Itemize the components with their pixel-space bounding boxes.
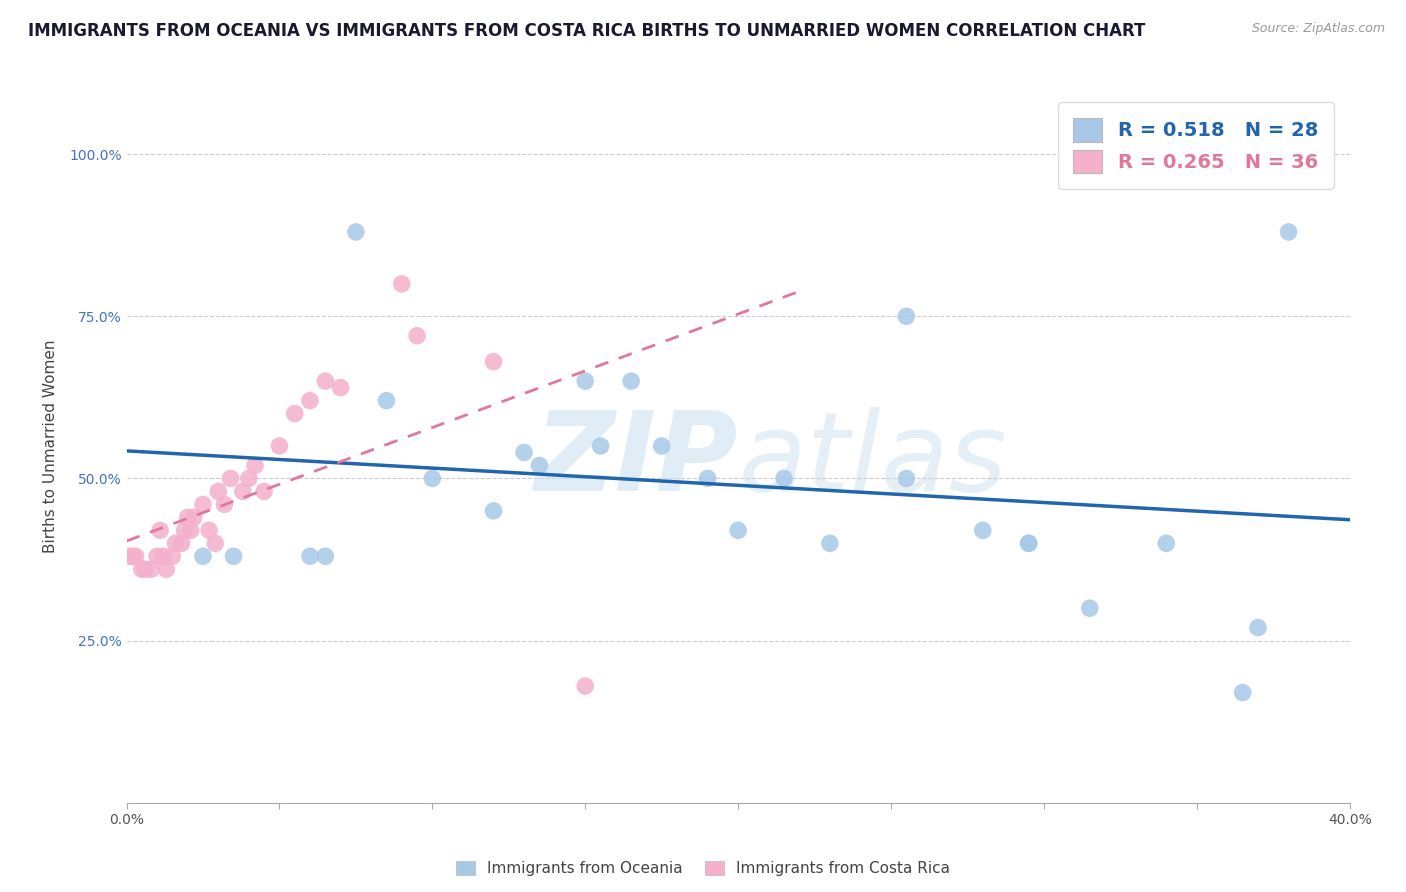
Point [1277,225,1299,239]
Point [253,484,276,499]
Point [162,549,184,564]
Point [391,277,413,291]
Point [818,536,841,550]
Point [198,524,221,538]
Point [118,549,141,564]
Point [284,407,307,421]
Point [314,549,336,564]
Point [214,497,236,511]
Point [183,510,205,524]
Point [574,679,596,693]
Point [191,497,214,511]
Point [329,381,352,395]
Point [896,310,918,324]
Legend: Immigrants from Oceania, Immigrants from Costa Rica: Immigrants from Oceania, Immigrants from… [450,855,956,882]
Point [204,536,226,550]
Point [406,328,429,343]
Point [243,458,266,473]
Point [773,471,796,485]
Point [422,471,444,485]
Point [170,536,193,550]
Point [165,536,187,550]
Point [173,524,195,538]
Point [574,374,596,388]
Text: atlas: atlas [738,407,1007,514]
Point [269,439,291,453]
Point [134,562,156,576]
Point [207,484,229,499]
Text: Source: ZipAtlas.com: Source: ZipAtlas.com [1251,22,1385,36]
Point [125,549,148,564]
Point [896,471,918,485]
Point [727,524,749,538]
Point [299,549,322,564]
Point [620,374,643,388]
Point [1232,685,1254,699]
Point [155,562,177,576]
Point [1018,536,1040,550]
Point [529,458,551,473]
Point [482,504,505,518]
Point [314,374,336,388]
Point [219,471,242,485]
Point [121,549,143,564]
Legend: R = 0.518   N = 28, R = 0.265   N = 36: R = 0.518 N = 28, R = 0.265 N = 36 [1057,103,1334,189]
Point [222,549,245,564]
Point [131,562,153,576]
Point [139,562,162,576]
Point [651,439,673,453]
Y-axis label: Births to Unmarried Women: Births to Unmarried Women [44,339,58,553]
Point [513,445,536,459]
Point [482,354,505,368]
Point [1078,601,1101,615]
Point [232,484,254,499]
Point [191,549,214,564]
Point [238,471,260,485]
Point [152,549,174,564]
Point [146,549,169,564]
Point [180,524,202,538]
Point [149,524,172,538]
Point [177,510,200,524]
Point [589,439,612,453]
Point [1018,536,1040,550]
Point [375,393,398,408]
Point [1156,536,1178,550]
Point [299,393,322,408]
Text: IMMIGRANTS FROM OCEANIA VS IMMIGRANTS FROM COSTA RICA BIRTHS TO UNMARRIED WOMEN : IMMIGRANTS FROM OCEANIA VS IMMIGRANTS FR… [28,22,1146,40]
Point [344,225,367,239]
Point [696,471,718,485]
Point [972,524,994,538]
Text: ZIP: ZIP [534,407,738,514]
Point [1247,621,1270,635]
